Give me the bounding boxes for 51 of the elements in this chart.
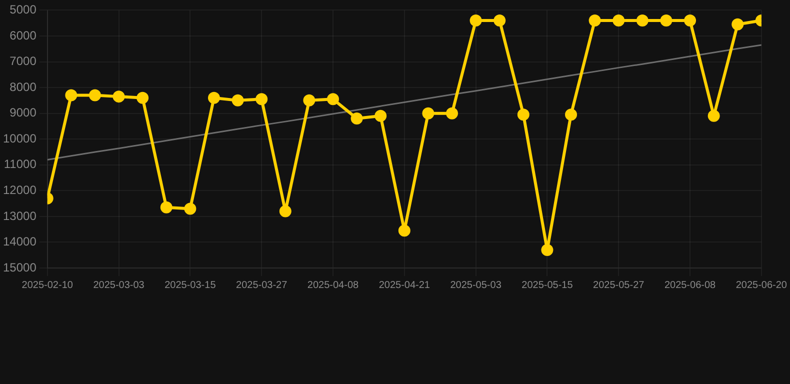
point (636, 14, 648, 27)
point (660, 14, 672, 27)
point (303, 94, 316, 106)
point (446, 107, 458, 120)
point (208, 92, 220, 104)
point (708, 110, 720, 122)
x-tick-label: 2025-06-08 (664, 280, 716, 291)
point (494, 14, 506, 27)
x-tick-label: 2025-05-15 (522, 280, 574, 291)
y-tick-label: 14000 (2, 234, 37, 249)
point (588, 14, 601, 27)
x-tick-label: 2025-03-27 (236, 280, 288, 291)
point (541, 244, 554, 256)
point (422, 107, 434, 120)
point (350, 112, 363, 124)
point (256, 93, 268, 106)
point (279, 205, 292, 218)
y-tick-label: 8000 (10, 80, 37, 94)
y-tick-label: 15000 (2, 260, 37, 274)
x-tick-label: 2025-05-27 (593, 280, 645, 291)
x-tick-label: 2025-03-03 (93, 280, 145, 291)
y-tick-label: 7000 (10, 54, 37, 68)
point (517, 108, 530, 121)
point (684, 14, 696, 27)
y-tick-label: 13000 (2, 208, 37, 223)
x-tick-label: 2025-06-20 (736, 280, 788, 291)
x-tick-label: 2025-03-15 (164, 280, 216, 291)
point (732, 18, 744, 30)
point (326, 93, 339, 106)
point (112, 90, 125, 103)
x-tick-label: 2025-04-08 (307, 280, 360, 291)
point (65, 89, 78, 102)
x-tick-label: 2025-02-10 (22, 280, 74, 291)
x-tick-label: 2025-04-21 (378, 280, 430, 291)
y-tick-label: 10000 (2, 131, 37, 146)
point (160, 201, 172, 214)
y-tick-label: 5000 (10, 2, 37, 17)
point (374, 110, 387, 122)
point (470, 14, 482, 27)
point (565, 108, 578, 121)
point (612, 14, 625, 27)
point (184, 202, 196, 215)
point (136, 92, 149, 104)
point (398, 224, 410, 237)
x-tick-label: 2025-05-03 (450, 280, 502, 291)
y-tick-label: 12000 (2, 182, 37, 197)
y-tick-label: 9000 (10, 106, 37, 120)
point (232, 94, 244, 106)
point (88, 89, 101, 102)
y-tick-label: 6000 (10, 28, 37, 42)
y-tick-label: 11000 (4, 157, 37, 172)
